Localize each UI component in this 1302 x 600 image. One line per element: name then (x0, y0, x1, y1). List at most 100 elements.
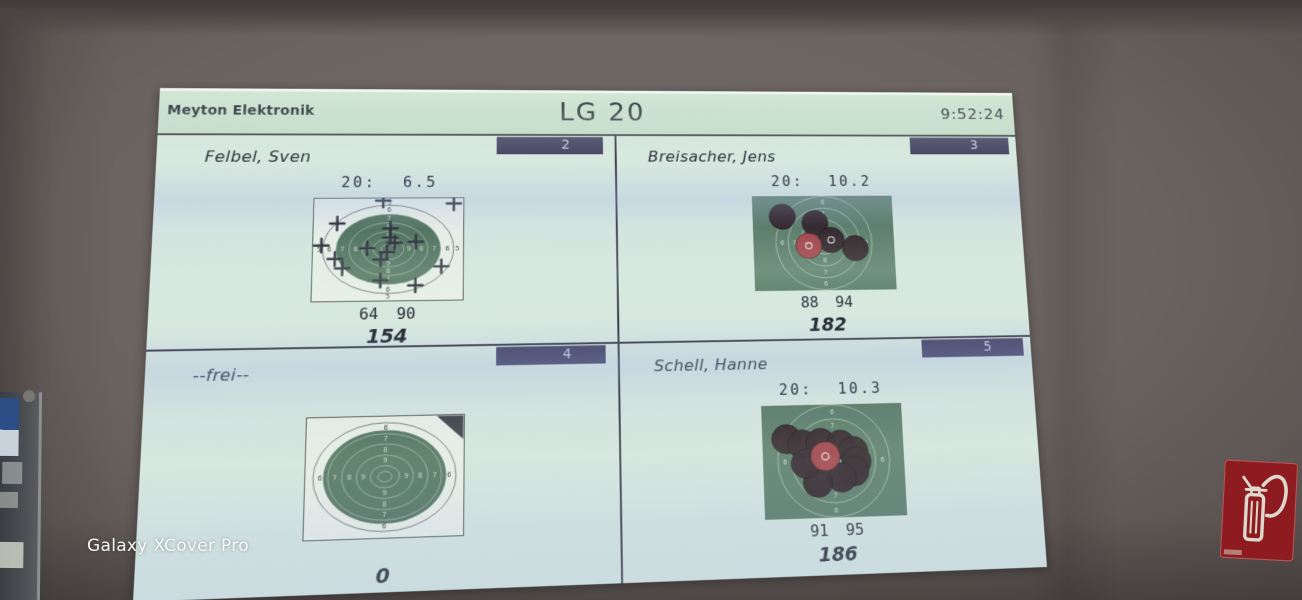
lane-number-badge: 4 (496, 344, 606, 366)
total-score: 154 (366, 325, 408, 349)
ring-number: 5 (387, 199, 391, 207)
ring-number: 8 (419, 245, 423, 253)
ring-number: 8 (386, 268, 390, 276)
shooter-name: Schell, Hanne (653, 354, 768, 376)
series-scores: 64 90 (358, 304, 416, 324)
last-shot-value: 10.2 (827, 173, 872, 190)
latest-shot-hole (795, 233, 822, 259)
ring-number: 8 (347, 474, 352, 482)
ring-number: 6 (327, 246, 331, 254)
ring-number: 8 (383, 446, 388, 454)
ring-number: 6 (383, 424, 388, 432)
ring-number: 9 (382, 489, 387, 497)
last-shot-value: 10.3 (837, 379, 883, 398)
ring-number: 6 (317, 475, 322, 483)
ring-number: 6 (880, 456, 884, 464)
shot-count-line: 20: 10.3 (779, 379, 883, 399)
lane-number-badge: 5 (921, 337, 1024, 358)
ring-number: 6 (820, 199, 824, 206)
target-wrap: 888877776666 (761, 403, 908, 520)
total-score: 186 (818, 542, 859, 567)
shot-cross (380, 229, 399, 245)
fire-extinguisher-sign (1219, 459, 1299, 562)
shot-hole (791, 449, 822, 479)
total-score: 182 (808, 314, 848, 336)
target-face: 888877776666 (761, 403, 908, 520)
ring-number: 7 (821, 210, 825, 217)
shot-hole (827, 462, 858, 492)
panel-label (0, 541, 24, 569)
ring-number: 7 (332, 474, 337, 482)
shot-count: 20: (778, 380, 813, 399)
series-scores: 91 95 (809, 520, 865, 541)
ring-number: 7 (386, 277, 390, 285)
ring-number: 9 (387, 232, 391, 240)
ring-number: 7 (432, 245, 436, 253)
ring-number: 8 (821, 222, 825, 229)
ring-number: 6 (830, 408, 834, 416)
ring-number: 6 (780, 240, 784, 247)
panel-blue-sticker (0, 397, 20, 457)
scoreboard-header: Meyton Elektronik LG 20 9:52:24 (157, 90, 1016, 135)
target-zoom-field (751, 195, 897, 292)
shot-count-line: 20: 10.2 (771, 173, 872, 190)
ring-number: 7 (792, 240, 796, 247)
lane-panel-5: 5 Schell, Hanne 20: 10.3 888877776666 91… (620, 337, 1047, 587)
shooter-name: Breisacher, Jens (647, 147, 776, 166)
ring-number: 8 (840, 239, 844, 246)
ring-number: 8 (382, 500, 387, 508)
ring-number: 6 (864, 239, 868, 246)
shot-count: 20: (770, 173, 805, 190)
ring-number: 9 (382, 456, 387, 464)
ring-number: 7 (383, 435, 388, 443)
ring-number: 6 (387, 206, 391, 214)
shot-hole (769, 204, 796, 229)
ring-number: 9 (404, 472, 408, 480)
target-corner-marker (436, 415, 463, 440)
ring-number: 9 (386, 259, 390, 267)
projected-scoreboard-screen: Meyton Elektronik LG 20 9:52:24 2 Felbel… (133, 88, 1047, 600)
last-shot-value: 6.5 (402, 173, 439, 191)
panel-label (0, 491, 19, 509)
lane-number-badge: 2 (496, 136, 604, 155)
target-green-zone (334, 213, 442, 286)
shot-cross (407, 234, 425, 250)
lane-panel-3: 3 Breisacher, Jens 20: 10.2 8 8 8 8 7 7 7 7 6 6 6 6… (616, 136, 1029, 342)
panel-knob (22, 390, 36, 403)
shot-count: 20: (340, 173, 377, 192)
ring-number: 6 (445, 245, 449, 253)
target-wrap: 888877776666 (751, 195, 897, 292)
ring-number: 6 (386, 285, 390, 293)
ring-number: 5 (317, 246, 322, 254)
panel-label (2, 461, 23, 485)
fire-extinguisher-icon (1219, 459, 1299, 562)
ring-number: 6 (824, 280, 828, 288)
target-wrap: 55556666777788889999 (310, 197, 464, 302)
latest-shot-hole (810, 441, 841, 471)
ring-number: 7 (833, 492, 837, 500)
ring-number: 7 (830, 422, 834, 430)
ring-number: 6 (783, 458, 787, 466)
ring-number: 7 (387, 215, 391, 223)
ring-number: 5 (385, 292, 389, 300)
device-watermark: Galaxy XCover Pro (87, 536, 249, 556)
ring-number: 5 (455, 245, 459, 253)
target-face: 888877776666 (751, 195, 897, 292)
shot-cross (432, 258, 450, 274)
lane-panel-2: 2 Felbel, Sven 20: 6.5 55556666777788889… (146, 135, 617, 350)
shot-count-line (372, 390, 400, 409)
ring-number: 7 (432, 471, 436, 479)
wall-mounted-panel (0, 390, 43, 600)
target-face: 55556666777788889999 (310, 197, 464, 302)
series-scores: 88 94 (800, 293, 854, 312)
shot-count-line: 20: 6.5 (341, 174, 438, 191)
ring-number: 9 (360, 473, 365, 481)
ring-number: 7 (340, 246, 344, 254)
ring-number: 7 (852, 239, 856, 246)
shooter-name: Felbel, Sven (204, 147, 312, 166)
total-score: 0 (375, 564, 390, 589)
clock-readout: 9:52:24 (939, 105, 1006, 123)
